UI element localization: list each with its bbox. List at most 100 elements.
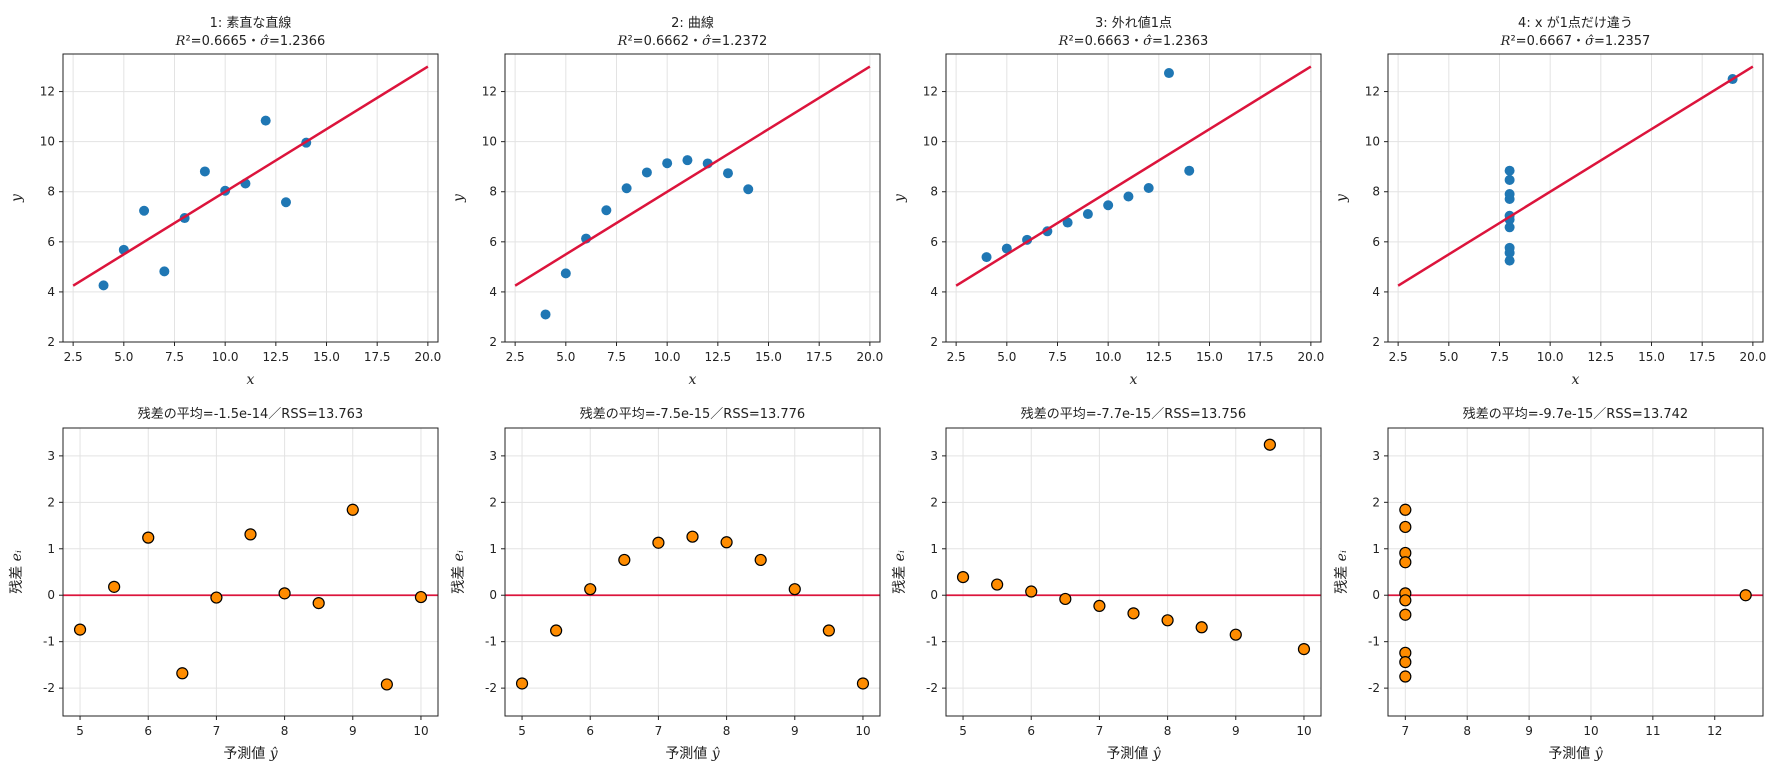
y-tick-label: 10 xyxy=(40,135,55,149)
residual-point xyxy=(1399,556,1412,569)
plot-area xyxy=(955,65,1312,287)
y-tick-label: 2 xyxy=(1372,495,1380,509)
y-tick-label: 8 xyxy=(1372,185,1380,199)
subplot-subtitle: R²=0.6667・σ̂=1.2357 xyxy=(1500,34,1651,49)
y-tick-label: 2 xyxy=(489,495,497,509)
subplot-6: 5 6 7 8 9 10 -2 -1 0 1 2 3 残差の平均=-7.5e-15／RSS=13.776… xyxy=(451,407,881,762)
x-tick-label: 7.5 xyxy=(607,350,626,364)
data-point xyxy=(1504,247,1515,258)
y-axis-label: y xyxy=(1334,193,1350,203)
x-tick-label: 7 xyxy=(213,724,221,738)
fit-line xyxy=(1397,65,1754,287)
residual-point xyxy=(1093,599,1106,613)
fit-line xyxy=(514,65,871,287)
x-tick-label: 15.0 xyxy=(313,350,340,364)
axes-frame xyxy=(1387,53,1764,343)
x-tick-label: 7 xyxy=(1402,724,1410,738)
subplot-subtitle: R²=0.6663・σ̂=1.2363 xyxy=(1058,34,1209,49)
residual-point xyxy=(1399,594,1412,607)
residual-point xyxy=(956,571,970,584)
data-point xyxy=(1082,209,1093,220)
data-point xyxy=(1504,255,1515,266)
y-tick-label: -2 xyxy=(926,681,938,695)
subplot-title: 残差の平均=-1.5e-14／RSS=13.763 xyxy=(138,407,363,422)
y-tick-label: 0 xyxy=(47,588,55,602)
y-tick-label: 12 xyxy=(923,85,938,99)
x-tick-label: 2.5 xyxy=(64,350,83,364)
x-tick-label: 12.5 xyxy=(262,350,289,364)
residual-point xyxy=(1161,614,1174,627)
x-tick-label: 15.0 xyxy=(755,350,782,364)
residual-point xyxy=(1399,670,1412,683)
residual-point xyxy=(1399,656,1412,669)
data-point xyxy=(199,166,210,177)
y-axis-label: 残差 eᵢ xyxy=(451,550,467,594)
y-tick-label: 2 xyxy=(47,495,55,509)
subplot-title: 残差の平均=-7.7e-15／RSS=13.756 xyxy=(1021,407,1246,422)
subplot-title: 残差の平均=-7.5e-15／RSS=13.776 xyxy=(580,407,805,422)
y-tick-label: 3 xyxy=(930,449,938,463)
x-tick-label: 15.0 xyxy=(1638,350,1665,364)
y-tick-label: 3 xyxy=(47,449,55,463)
residual-point xyxy=(1739,589,1752,602)
y-tick-label: 4 xyxy=(47,285,55,299)
y-axis-label: y xyxy=(9,193,25,203)
x-axis-label: x xyxy=(1572,372,1580,388)
y-tick-label: 8 xyxy=(47,185,55,199)
fit-line xyxy=(955,65,1312,287)
data-point xyxy=(1123,191,1134,202)
residual-point xyxy=(380,678,393,691)
residual-point xyxy=(414,590,428,604)
x-tick-label: 17.5 xyxy=(806,350,833,364)
x-tick-label: 9 xyxy=(349,724,357,738)
x-tick-label: 10 xyxy=(1296,724,1311,738)
y-tick-label: 4 xyxy=(1372,285,1380,299)
data-point xyxy=(280,197,291,208)
y-tick-label: 2 xyxy=(930,495,938,509)
subplot-title: 3: 外れ値1点 xyxy=(1095,15,1172,31)
plot-area xyxy=(946,438,1321,656)
data-point xyxy=(621,183,632,194)
plot-area xyxy=(72,65,429,291)
y-tick-label: 1 xyxy=(1372,542,1380,556)
y-tick-label: 4 xyxy=(930,285,938,299)
residual-point xyxy=(1195,621,1208,634)
x-axis-label: 予測値 ŷ xyxy=(1106,745,1161,762)
residual-point xyxy=(618,553,631,567)
y-tick-label: 1 xyxy=(489,542,497,556)
residual-point xyxy=(991,578,1004,591)
subplot-7: 5 6 7 8 9 10 -2 -1 0 1 2 3 残差の平均=-7.7e-15／RSS=13.756… xyxy=(892,407,1322,762)
data-point xyxy=(159,266,170,277)
x-tick-label: 8 xyxy=(723,724,731,738)
y-tick-label: 3 xyxy=(489,449,497,463)
data-point xyxy=(1504,174,1515,185)
subplot-title: 2: 曲線 xyxy=(671,15,714,31)
subplot-title: 4: x が1点だけ違う xyxy=(1518,16,1633,31)
residual-point xyxy=(1399,608,1412,621)
y-axis-label: 残差 eᵢ xyxy=(892,550,908,594)
y-tick-label: 6 xyxy=(930,235,938,249)
data-point xyxy=(98,280,109,291)
y-tick-label: -1 xyxy=(43,635,55,649)
x-axis-label: x xyxy=(1130,372,1138,388)
x-axis-label: 予測値 ŷ xyxy=(665,745,720,762)
plot-area xyxy=(63,503,438,691)
x-tick-label: 12.5 xyxy=(704,350,731,364)
y-tick-label: -1 xyxy=(1368,635,1380,649)
y-tick-label: 2 xyxy=(930,335,938,349)
x-axis-label: 予測値 ŷ xyxy=(223,745,278,762)
x-tick-label: 9 xyxy=(1525,724,1533,738)
x-tick-label: 9 xyxy=(1232,724,1240,738)
data-point xyxy=(722,168,733,179)
y-tick-label: 12 xyxy=(482,85,497,99)
data-point xyxy=(682,155,693,166)
data-point xyxy=(1143,182,1154,193)
x-tick-label: 6 xyxy=(1027,724,1035,738)
x-tick-label: 10 xyxy=(413,724,428,738)
residual-point xyxy=(720,536,733,549)
x-tick-label: 2.5 xyxy=(947,350,966,364)
y-tick-label: -2 xyxy=(43,681,55,695)
residual-point xyxy=(210,591,223,604)
axes-frame xyxy=(62,53,439,343)
